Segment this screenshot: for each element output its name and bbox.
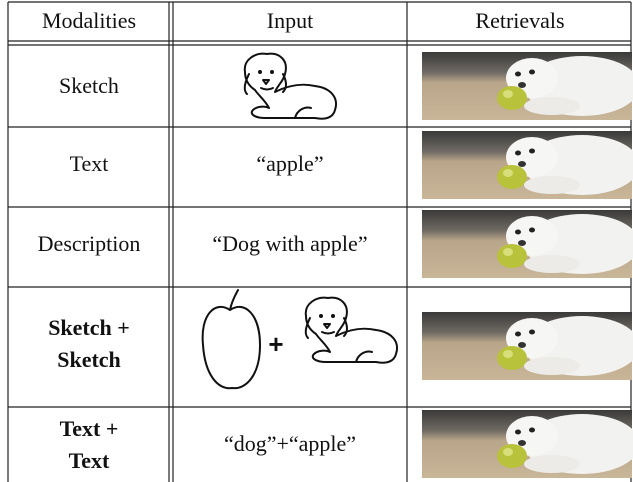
modality-cell: Text + <box>60 416 119 441</box>
retrieval-image <box>422 131 633 199</box>
plus-sign: + <box>268 329 283 359</box>
input-cell: “apple” <box>256 151 323 176</box>
retrieval-image <box>422 312 633 380</box>
modality-cell: Text <box>69 448 110 473</box>
retrieval-image <box>422 210 633 278</box>
sketch-apple <box>201 289 261 390</box>
input-cell: “Dog with apple” <box>212 231 367 256</box>
modality-cell: Sketch <box>57 347 121 372</box>
modality-cell: Text <box>70 151 109 176</box>
sketch-dog <box>304 296 399 364</box>
header-cell: Input <box>267 8 313 33</box>
header-cell: Modalities <box>42 8 136 33</box>
sketch-dog <box>243 52 338 120</box>
input-cell: “dog”+“apple” <box>224 431 356 456</box>
modality-cell: Description <box>38 231 141 256</box>
modality-cell: Sketch <box>59 73 119 98</box>
modality-cell: Sketch + <box>48 315 130 340</box>
retrieval-image <box>422 410 633 478</box>
retrieval-image <box>422 52 633 120</box>
header-cell: Retrievals <box>475 8 564 33</box>
